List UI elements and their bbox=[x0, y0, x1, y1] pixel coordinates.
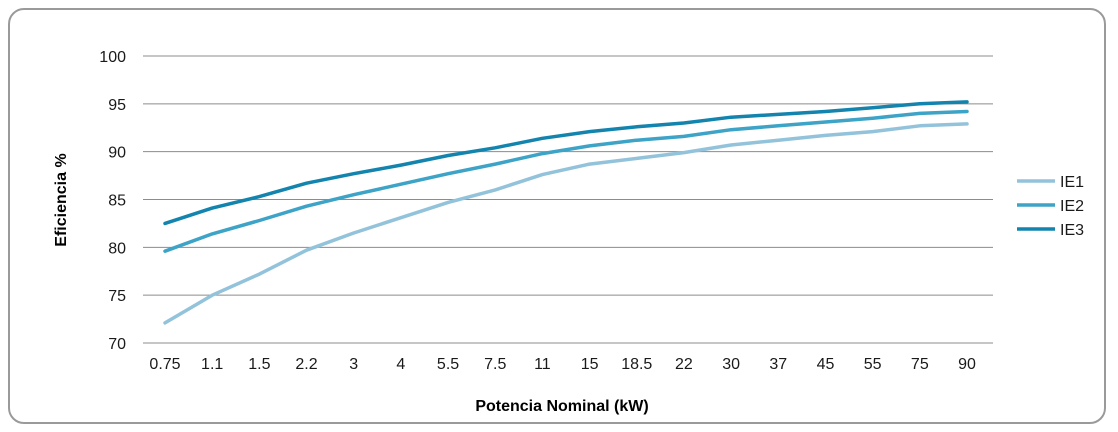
legend-label-ie2: IE2 bbox=[1060, 198, 1084, 215]
y-tick-labels: 70 75 80 85 90 95 100 bbox=[99, 49, 126, 353]
x-tick-label: 1.5 bbox=[248, 356, 270, 373]
x-tick-label: 2.2 bbox=[295, 356, 317, 373]
x-tick-label: 22 bbox=[675, 356, 693, 373]
x-tick-label: 4 bbox=[396, 356, 405, 373]
series-line-ie2 bbox=[163, 109, 969, 253]
x-tick-labels: 0.75 1.1 1.5 2.2 3 4 5.5 7.5 11 15 18.5 22 30 37 45 55 7… bbox=[149, 356, 976, 373]
x-axis-title: Potencia Nominal (kW) bbox=[475, 398, 648, 415]
x-tick-label: 37 bbox=[769, 356, 787, 373]
x-tick-label: 5.5 bbox=[437, 356, 459, 373]
y-tick-label: 70 bbox=[108, 336, 126, 353]
x-tick-label: 90 bbox=[958, 356, 976, 373]
legend: IE1 IE2 IE3 bbox=[1017, 174, 1084, 239]
x-tick-label: 45 bbox=[817, 356, 835, 373]
x-tick-label: 7.5 bbox=[484, 356, 506, 373]
series-lines bbox=[163, 100, 969, 325]
series-line-ie1 bbox=[163, 122, 969, 325]
legend-label-ie3: IE3 bbox=[1060, 222, 1084, 239]
x-tick-label: 3 bbox=[349, 356, 358, 373]
y-tick-label: 90 bbox=[108, 145, 126, 162]
grid-lines bbox=[143, 55, 993, 344]
x-tick-label: 1.1 bbox=[201, 356, 223, 373]
x-tick-label: 11 bbox=[534, 356, 551, 373]
y-axis-title: Eficiencia % bbox=[53, 153, 70, 246]
y-tick-label: 75 bbox=[108, 288, 126, 305]
y-tick-label: 85 bbox=[108, 193, 126, 210]
x-tick-label: 15 bbox=[581, 356, 599, 373]
legend-label-ie1: IE1 bbox=[1060, 174, 1084, 191]
x-tick-label: 75 bbox=[911, 356, 929, 373]
x-tick-label: 30 bbox=[722, 356, 740, 373]
x-tick-label: 0.75 bbox=[149, 356, 180, 373]
y-tick-label: 95 bbox=[108, 97, 126, 114]
x-tick-label: 18.5 bbox=[621, 356, 652, 373]
series-line-ie3 bbox=[163, 100, 969, 226]
y-tick-label: 100 bbox=[99, 49, 126, 66]
x-tick-label: 55 bbox=[864, 356, 882, 373]
y-tick-label: 80 bbox=[108, 240, 126, 257]
